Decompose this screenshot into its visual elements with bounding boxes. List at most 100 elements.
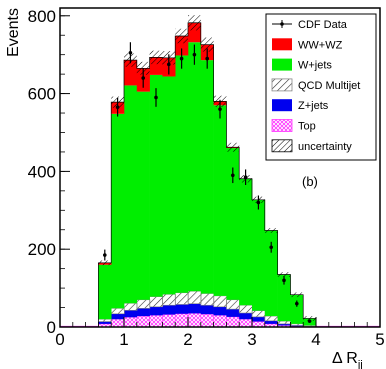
data-point (218, 107, 222, 111)
legend-label-qcd-multijet: QCD Multijet (298, 80, 360, 92)
data-point (295, 301, 299, 306)
qcd-multijet-bar (149, 296, 164, 308)
w-jets-bar (213, 105, 227, 296)
legend-swatch-top (271, 119, 293, 132)
w-jets-bar (200, 60, 214, 294)
data-point (167, 62, 171, 67)
data-point (154, 95, 158, 100)
w-jets-bar (290, 294, 304, 324)
w-jets-bar (162, 76, 176, 295)
qcd-multijet-bar (290, 323, 304, 326)
legend-label-cdf-data: CDF Data (298, 19, 348, 31)
x-tick-label: 0 (55, 330, 64, 349)
legend-label-w-jets: W+jets (298, 60, 332, 72)
uncertainty-band-bin (290, 292, 304, 298)
data-point (115, 105, 120, 110)
legend-label-uncertainty: uncertainty (298, 141, 352, 153)
z-jets-bar (149, 306, 163, 316)
uncertainty-band-bin (200, 37, 214, 52)
top-bar (136, 315, 151, 328)
z-jets-bar (98, 321, 112, 324)
x-axis-label-sub: jj (357, 359, 363, 369)
data-point (103, 253, 107, 257)
w-jets-bar (98, 264, 112, 320)
qcd-multijet-bar (200, 293, 215, 306)
top-bar (226, 316, 240, 328)
qcd-multijet-bar (174, 292, 189, 305)
uncertainty-band-bin (277, 272, 291, 277)
data-point (231, 173, 235, 178)
z-jets-bar (252, 316, 266, 322)
z-jets-bar (188, 303, 202, 314)
qcd-multijet-bar (187, 290, 202, 304)
w-jets-bar (226, 148, 240, 300)
x-axis-label-main: Δ R (332, 350, 358, 367)
x-tick-label: 2 (183, 330, 192, 349)
top-bar (123, 316, 138, 328)
data-point (192, 52, 197, 57)
uncertainty-band-bin (175, 28, 188, 44)
top-bar (149, 315, 164, 328)
w-jets-bar (252, 199, 266, 311)
top-bar (200, 313, 215, 328)
uncertainty-band-bin (303, 316, 316, 321)
z-jets-bar (175, 304, 189, 314)
legend-label-ww-wz: WW+WZ (298, 39, 343, 51)
x-tick-label: 5 (375, 330, 384, 349)
qcd-multijet-bar (98, 318, 112, 322)
z-jets-bar (226, 309, 240, 317)
panel-label: (b) (302, 174, 318, 189)
y-tick-label: 600 (28, 85, 56, 104)
legend-swatch-ww-wz (272, 38, 292, 51)
qcd-multijet-bar (123, 302, 138, 311)
qcd-multijet-bar (213, 295, 228, 308)
top-bar (174, 313, 189, 328)
w-jets-bar (264, 230, 278, 317)
w-jets-bar (239, 178, 253, 306)
stacked-histogram (85, 22, 317, 328)
uncertainty-band-bin (188, 15, 201, 31)
w-jets-bar (111, 113, 125, 309)
w-jets-bar (175, 55, 189, 293)
z-jets-bar (162, 305, 176, 315)
data-point (179, 56, 184, 61)
z-jets-bar (264, 320, 278, 324)
y-tick-label: 800 (28, 7, 56, 26)
w-jets-bar (277, 274, 291, 322)
z-jets-bar (124, 310, 138, 318)
qcd-multijet-bar (264, 315, 279, 322)
legend-label-z-jets: Z+jets (298, 100, 329, 112)
top-bar (238, 318, 253, 328)
uncertainty-band-bin (264, 228, 278, 233)
x-tick-label: 4 (311, 330, 320, 349)
data-point (307, 319, 312, 323)
x-tick-label: 3 (247, 330, 256, 349)
plot-frame (59, 7, 381, 328)
legend-swatch-uncertainty (271, 139, 293, 153)
uncertainty-band-bin (149, 50, 163, 65)
y-axis-label: Events (5, 8, 22, 57)
axes: 0 1 2 3 4 5 0 200 400 600 800 (28, 7, 385, 349)
y-tick-label: 200 (28, 240, 56, 259)
z-jets-bar (239, 312, 253, 320)
qcd-multijet-bar (238, 304, 253, 314)
top-bar (162, 314, 176, 328)
legend-swatch-cdf-data-marker (280, 22, 284, 26)
z-jets-bar (277, 323, 291, 326)
y-tick-label: 400 (28, 162, 56, 181)
legend-swatch-z-jets (272, 99, 292, 112)
data-point (282, 278, 286, 283)
data-point (128, 50, 133, 55)
top-bar (251, 321, 266, 328)
data-point (205, 56, 209, 61)
top-bar (187, 313, 202, 328)
qcd-multijet-bar (136, 299, 151, 309)
qcd-multijet-bar (162, 294, 176, 306)
z-jets-bar (213, 306, 227, 316)
z-jets-bar (136, 308, 150, 317)
qcd-multijet-bar (110, 308, 125, 315)
qcd-multijet-bar (277, 320, 292, 325)
legend-swatch-qcd-multijet (271, 78, 293, 92)
legend-label-top: Top (298, 121, 316, 133)
